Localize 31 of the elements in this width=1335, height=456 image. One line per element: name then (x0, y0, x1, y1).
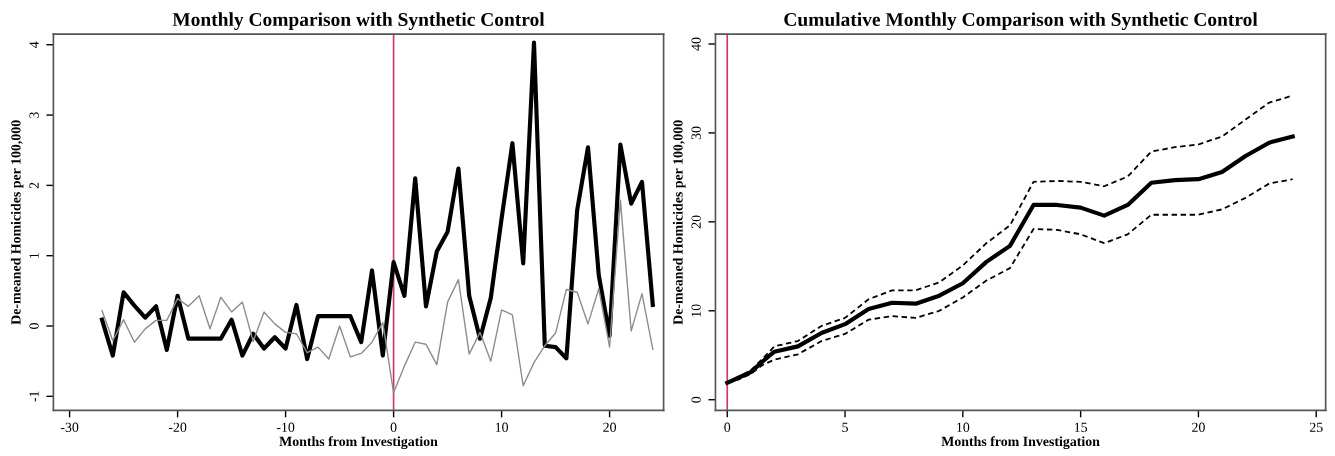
y-tick-label: 40 (691, 37, 701, 51)
y-tick-label: 0 (29, 323, 39, 329)
line-series (101, 199, 654, 394)
x-axis-title: Months from Investigation (941, 436, 1100, 450)
x-axis-title: Months from Investigation (279, 436, 438, 450)
y-axis-title: De-meaned Homicides per 100,000 (10, 120, 24, 325)
y-tick-label: -1 (29, 391, 39, 402)
y-axis-title: De-meaned Homicides per 100,000 (672, 120, 686, 325)
x-tick-label: -20 (168, 422, 187, 432)
y-tick-label: 0 (691, 396, 701, 403)
line-series (99, 40, 655, 362)
y-tick-label: 30 (691, 126, 701, 140)
x-tick-label: 20 (603, 422, 617, 432)
x-tick-label: -10 (276, 422, 295, 432)
y-tick-label: 1 (29, 253, 39, 258)
x-tick-label: 0 (724, 422, 731, 432)
x-tick-label: -30 (60, 422, 79, 432)
y-tick-label: 2 (29, 182, 39, 189)
y-tick-label: 3 (29, 112, 39, 118)
x-tick-label: 10 (495, 422, 509, 432)
chart-title: Monthly Comparison with Synthetic Control (172, 12, 545, 31)
x-tick-label: 0 (390, 422, 397, 432)
y-tick-label: 20 (691, 215, 701, 229)
x-tick-label: 20 (1192, 422, 1205, 432)
x-tick-label: 15 (1074, 422, 1088, 432)
x-tick-label: 5 (842, 422, 848, 432)
x-tick-label: 10 (957, 422, 970, 432)
y-tick-label: 4 (29, 41, 39, 48)
y-tick-label: 10 (691, 304, 701, 317)
chart-title: Cumulative Monthly Comparison with Synthetic Control (784, 12, 1258, 31)
x-tick-label: 25 (1309, 422, 1323, 432)
